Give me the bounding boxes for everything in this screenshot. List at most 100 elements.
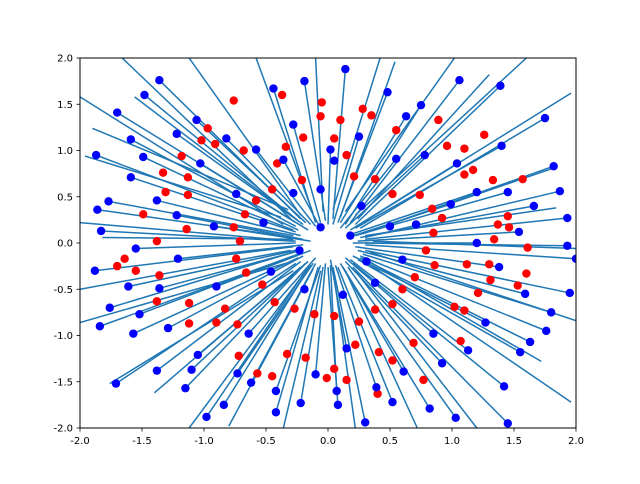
blue-point-13	[565, 288, 574, 298]
red-point-87	[232, 254, 241, 263]
segment-line-115	[344, 257, 434, 335]
blue-point-50	[289, 120, 298, 129]
red-point-76	[410, 273, 419, 282]
blue-point-100	[330, 156, 339, 165]
segment-line-98	[339, 262, 405, 372]
segment-line-104	[197, 260, 309, 356]
blue-point-37	[96, 226, 106, 236]
red-point-95	[182, 224, 191, 234]
blue-point-44	[113, 108, 122, 117]
blue-point-71	[233, 369, 242, 378]
red-point-48	[113, 261, 122, 271]
red-point-26	[450, 302, 459, 312]
red-point-24	[473, 288, 483, 298]
segment-line-58	[250, 262, 317, 384]
red-point-46	[155, 271, 164, 280]
blue-point-41	[139, 152, 148, 162]
blue-point-23	[333, 400, 343, 410]
segment-line-11	[364, 260, 572, 403]
segment-line-71	[108, 200, 294, 237]
red-point-61	[272, 159, 282, 168]
red-point-89	[229, 223, 238, 232]
x-tick-label-2: -1.0	[194, 436, 214, 447]
red-point-63	[281, 142, 291, 151]
blue-point-39	[104, 197, 113, 206]
segment-line-86	[344, 154, 426, 229]
blue-point-42	[91, 150, 101, 160]
blue-points-layer	[90, 64, 576, 428]
blue-point-27	[219, 400, 229, 410]
red-point-19	[522, 269, 531, 278]
segment-line-101	[314, 263, 327, 375]
red-points-layer	[113, 90, 532, 398]
red-point-1	[277, 90, 287, 100]
segment-line-72	[130, 176, 296, 233]
red-point-91	[251, 196, 261, 205]
blue-point-102	[172, 129, 181, 139]
blue-point-5	[455, 76, 464, 85]
blue-point-73	[163, 323, 173, 333]
red-point-3	[336, 115, 345, 125]
blue-point-24	[296, 398, 305, 408]
x-tick-label-7: 1.5	[506, 436, 522, 447]
blue-point-86	[411, 220, 421, 229]
blue-point-97	[209, 222, 219, 231]
red-point-31	[351, 340, 360, 349]
segment-line-46	[362, 253, 552, 314]
segment-line-85	[339, 158, 397, 229]
blue-point-79	[196, 159, 205, 168]
red-point-83	[290, 304, 299, 313]
segment-line-83	[327, 149, 332, 225]
segment-line-84	[332, 136, 360, 225]
blue-point-89	[338, 290, 348, 299]
red-point-79	[370, 305, 380, 314]
red-point-51	[139, 210, 148, 219]
segment-line-34	[332, 69, 347, 220]
segment-line-37	[349, 79, 461, 224]
segment-line-108	[177, 244, 304, 260]
blue-point-54	[420, 150, 429, 160]
segment-line-117	[176, 133, 304, 226]
red-point-16	[489, 235, 499, 244]
segment-line-66	[128, 249, 296, 288]
blue-point-20	[425, 404, 434, 413]
red-point-56	[177, 151, 186, 161]
red-point-38	[253, 369, 262, 378]
y-tick-label-1: -1.5	[53, 377, 73, 388]
segment-line-50	[352, 266, 509, 424]
blue-point-40	[126, 173, 136, 182]
red-point-42	[212, 318, 221, 327]
segment-line-20	[255, 58, 314, 214]
segment-line-54	[332, 266, 366, 423]
x-tick-label-1: -1.5	[132, 436, 152, 447]
blue-point-101	[497, 141, 506, 151]
red-point-84	[270, 298, 279, 307]
blue-point-14	[547, 308, 556, 317]
red-point-55	[158, 168, 168, 177]
red-point-96	[518, 174, 527, 184]
segment-line-3	[80, 249, 291, 290]
blue-point-16	[516, 347, 525, 357]
blue-point-98	[279, 155, 288, 164]
red-point-5	[367, 111, 376, 120]
blue-point-78	[152, 196, 162, 205]
red-point-25	[460, 306, 469, 315]
blue-point-64	[463, 346, 473, 355]
red-point-4	[358, 104, 367, 114]
segment-line-62	[156, 260, 302, 372]
y-tick-label-5: 0.5	[57, 192, 73, 203]
x-tick-label-8: 2.0	[568, 436, 584, 447]
red-point-39	[234, 351, 243, 361]
segment-line-74	[95, 154, 294, 231]
red-point-86	[241, 268, 251, 277]
blue-point-18	[503, 419, 512, 428]
blue-point-74	[135, 310, 144, 319]
red-point-80	[354, 317, 364, 326]
blue-point-59	[514, 227, 524, 237]
blue-point-94	[316, 223, 325, 232]
segment-line-52	[342, 266, 431, 409]
red-point-2	[316, 112, 325, 121]
x-tick-label-0: -2.0	[70, 436, 90, 447]
blue-point-55	[452, 159, 462, 168]
